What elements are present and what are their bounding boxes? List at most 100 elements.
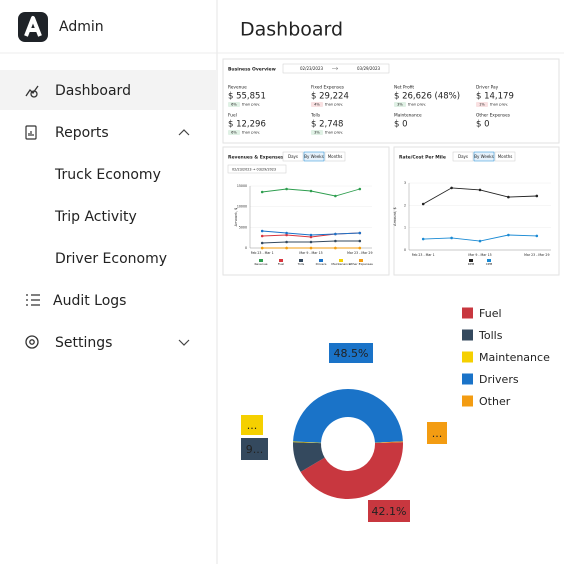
legend-swatch <box>259 259 263 262</box>
metric-badge <box>228 130 240 135</box>
y-tick-label: 15000 <box>237 184 247 188</box>
data-point[interactable] <box>285 246 288 250</box>
data-point[interactable] <box>285 187 288 191</box>
data-point[interactable] <box>309 189 313 193</box>
legend-label[interactable]: Tolls <box>478 329 503 342</box>
data-point[interactable] <box>334 194 337 198</box>
data-point[interactable] <box>334 232 337 236</box>
metric-label: Revenue <box>228 85 247 91</box>
data-point[interactable] <box>421 202 425 206</box>
nav-subitem[interactable]: Trip Activity <box>54 209 137 225</box>
metric-badge-text: 6% <box>231 131 237 135</box>
data-point[interactable] <box>478 188 482 192</box>
legend-label[interactable]: Fuel <box>479 307 502 320</box>
nav-item[interactable]: Dashboard <box>55 83 131 99</box>
data-point[interactable] <box>358 239 362 243</box>
period-button[interactable] <box>282 151 304 162</box>
slice-label-box <box>368 500 410 522</box>
data-point[interactable] <box>309 235 313 239</box>
legend-swatch[interactable] <box>462 307 473 319</box>
legend-swatch <box>359 259 363 262</box>
data-point[interactable] <box>309 246 313 250</box>
data-point[interactable] <box>478 239 482 243</box>
data-point[interactable] <box>334 239 337 243</box>
data-point[interactable] <box>507 195 510 199</box>
metric-badge-text: 3% <box>314 131 320 135</box>
period-button[interactable] <box>303 151 325 162</box>
nav-item[interactable]: Reports <box>55 125 109 141</box>
metric-value: $ 26,626 (48%) <box>394 92 460 102</box>
data-point[interactable] <box>358 246 362 250</box>
nav-subitem[interactable]: Truck Economy <box>54 167 161 183</box>
metric-label: Maintenance <box>394 113 422 119</box>
donut-slice[interactable] <box>293 441 322 444</box>
metric-badge-text: 1% <box>479 103 485 107</box>
data-point[interactable] <box>285 233 288 237</box>
slice-label: 9... <box>246 443 264 456</box>
data-point[interactable] <box>450 186 453 190</box>
data-point[interactable] <box>358 187 362 191</box>
legend-label[interactable]: Drivers <box>479 373 519 386</box>
donut-slice[interactable] <box>374 441 403 444</box>
legend-label: Other Expenses <box>349 262 373 266</box>
metric-badge-text: 6% <box>231 103 237 107</box>
data-point[interactable] <box>285 231 288 235</box>
donut-slice[interactable] <box>293 388 403 443</box>
data-point[interactable] <box>334 246 337 250</box>
data-point[interactable] <box>260 234 264 238</box>
slice-label: 48.5% <box>334 347 369 360</box>
date-from: 02/23/2023 <box>300 66 324 71</box>
legend-label[interactable]: Maintenance <box>479 351 550 364</box>
period-button[interactable] <box>494 151 516 162</box>
chevron-up[interactable] <box>178 129 190 136</box>
metric-value: $ 55,851 <box>228 92 266 102</box>
dashboard-icon <box>25 85 39 98</box>
metric-badge-text: 4% <box>314 103 320 107</box>
chevron-down[interactable] <box>178 339 190 346</box>
period-button-label: By Weeks <box>474 154 493 159</box>
nav-subitem[interactable]: Driver Economy <box>55 251 167 267</box>
legend-swatch[interactable] <box>462 351 473 363</box>
period-button[interactable] <box>473 151 495 162</box>
legend-label[interactable]: Other <box>479 395 511 408</box>
donut-slice[interactable] <box>300 442 403 499</box>
legend-swatch <box>319 259 323 262</box>
legend-swatch[interactable] <box>462 373 473 385</box>
data-point[interactable] <box>507 233 510 237</box>
period-button[interactable] <box>452 151 474 162</box>
metric-badge-note: than prev. <box>490 103 508 107</box>
data-point[interactable] <box>285 240 288 244</box>
date-picker[interactable] <box>227 164 287 174</box>
y-tick-label: 0 <box>404 248 406 252</box>
nav-item[interactable]: Audit Logs <box>53 293 126 309</box>
legend-label: Fuel <box>278 262 284 266</box>
metric-badge-note: than prev. <box>408 103 426 107</box>
legend-swatch[interactable] <box>462 395 473 407</box>
data-point[interactable] <box>535 234 539 238</box>
legend-label: Revenue <box>254 262 267 266</box>
nav-item[interactable]: Settings <box>55 335 112 351</box>
data-point[interactable] <box>260 246 264 250</box>
x-tick-label: Feb 23 - Mar 1 <box>412 253 435 257</box>
legend-label: Drivers <box>316 262 327 266</box>
metric-value: $ 2,748 <box>311 120 343 130</box>
donut-slice[interactable] <box>293 442 325 472</box>
data-point[interactable] <box>309 233 313 237</box>
y-tick-label: 3 <box>404 181 406 185</box>
data-point[interactable] <box>535 194 539 198</box>
data-point[interactable] <box>260 229 264 233</box>
data-point[interactable] <box>309 240 313 244</box>
data-point[interactable] <box>260 190 264 194</box>
metric-badge-note: than prev. <box>242 103 260 107</box>
chart-title: Rate/Cost Per Mile <box>399 155 446 161</box>
data-point[interactable] <box>358 231 362 235</box>
legend-swatch[interactable] <box>462 329 473 341</box>
y-tick-label: 5000 <box>239 225 247 229</box>
period-button-label: Months <box>498 154 513 159</box>
data-point[interactable] <box>421 237 425 241</box>
data-point[interactable] <box>450 236 453 240</box>
reports-icon <box>25 125 37 140</box>
period-button[interactable] <box>324 151 346 162</box>
data-point[interactable] <box>260 241 264 245</box>
